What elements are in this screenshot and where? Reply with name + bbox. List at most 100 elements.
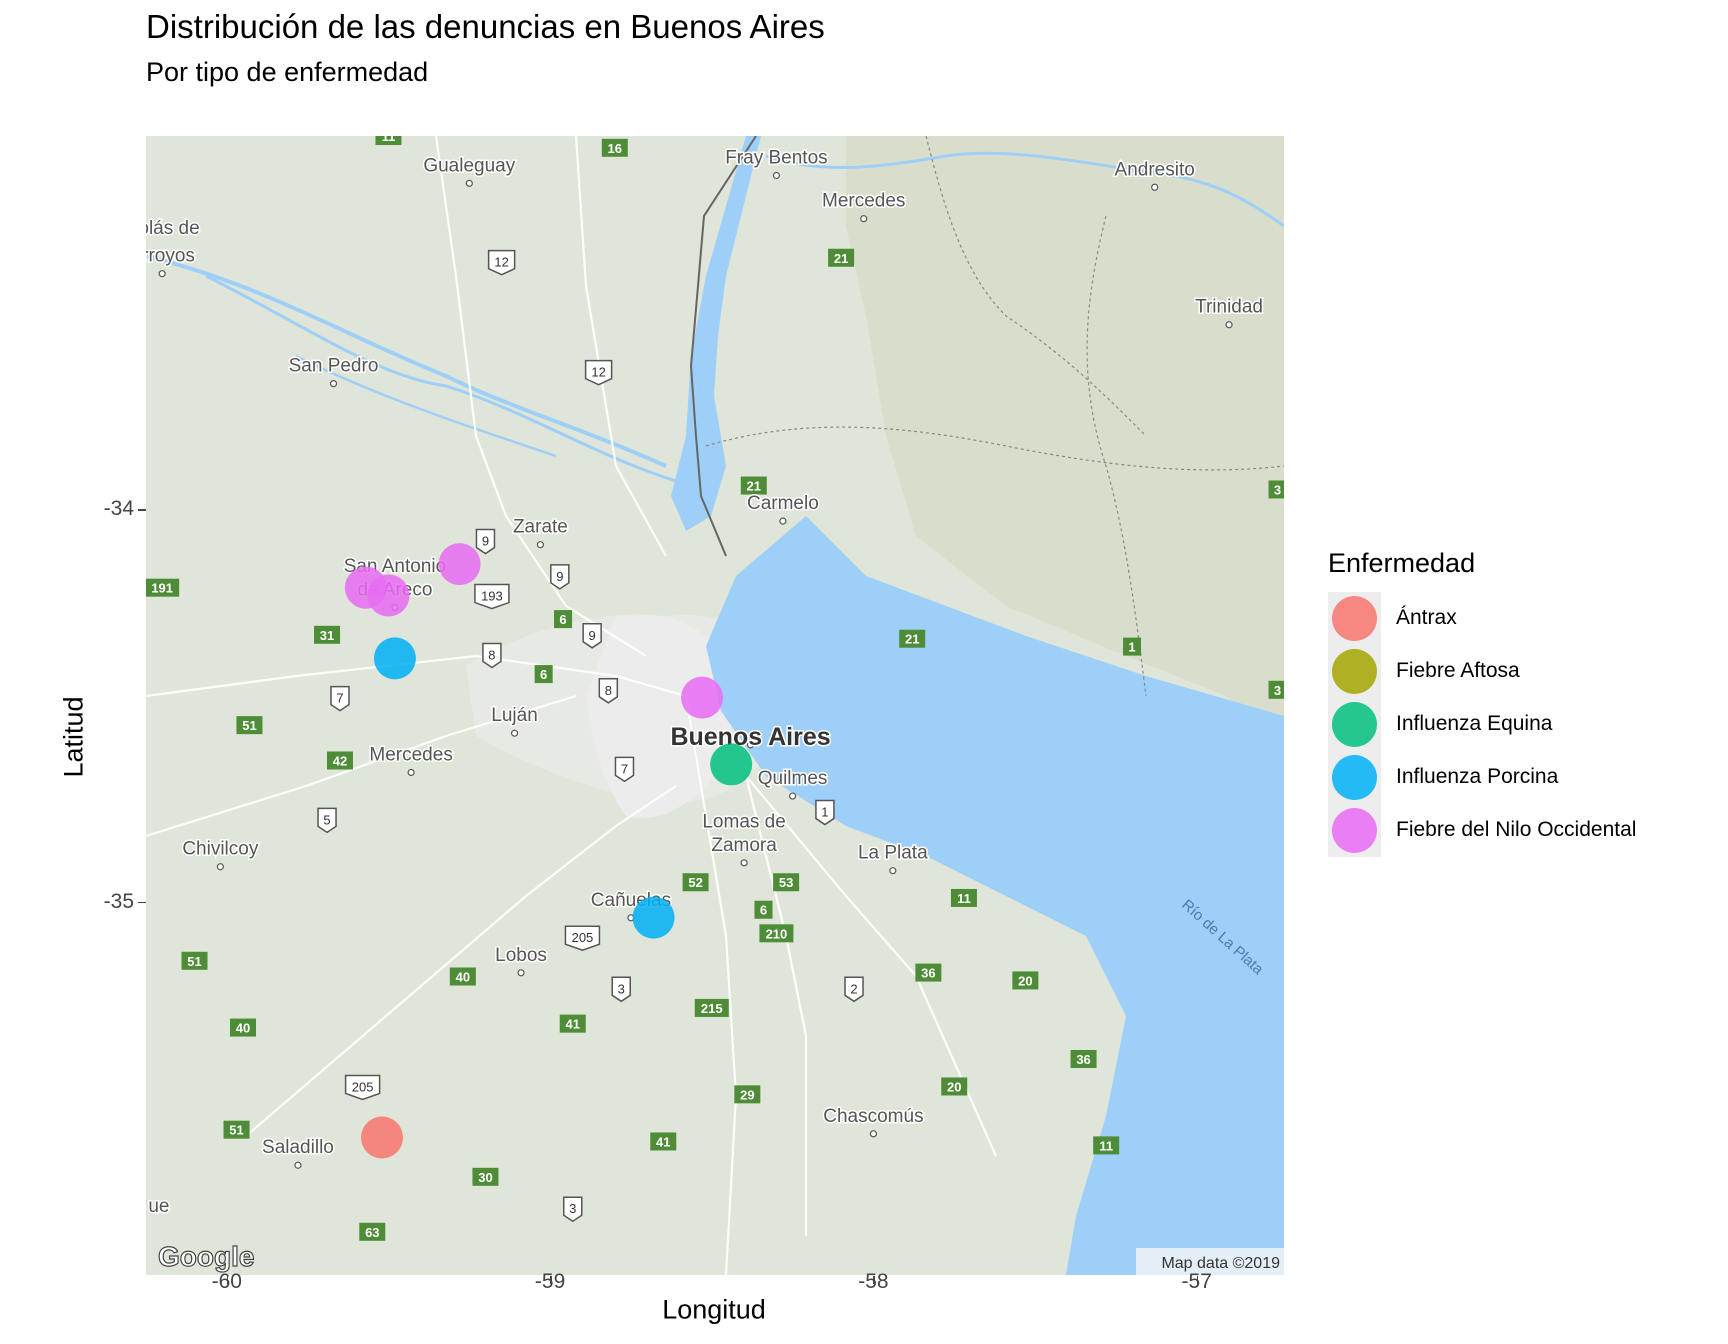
map-panel[interactable]: Río de La Plata 11 16 12 21 12 21 3 9 191 9 193 6 31… (146, 136, 1284, 1275)
place-name: icolás de (146, 218, 200, 239)
y-tick-mark (138, 509, 146, 511)
y-tick-label: -34 (103, 497, 134, 521)
legend-key (1328, 698, 1381, 751)
place-label: Zamora (710, 833, 779, 867)
data-point (710, 743, 753, 786)
route-label: 215 (701, 1001, 723, 1016)
route-marker: 40 (229, 1018, 256, 1037)
place-label: Luján (490, 704, 539, 737)
road-5 (745, 775, 998, 1157)
route-label: 6 (760, 903, 767, 918)
parana-river (146, 254, 667, 468)
route-label: 9 (556, 569, 563, 584)
x-tick-mark (1196, 1276, 1199, 1284)
route-label: 8 (488, 647, 495, 662)
route-label: 53 (779, 875, 793, 890)
legend-key (1328, 804, 1381, 857)
route-marker: 53 (773, 873, 800, 892)
place-label: Arroyos (146, 244, 196, 278)
road-3 (245, 785, 677, 1137)
route-marker: 21 (899, 629, 926, 648)
route-marker: 210 (759, 924, 794, 943)
department-border-3 (925, 136, 1147, 437)
place-label: Mercedes (368, 743, 454, 777)
route-label: 29 (740, 1087, 754, 1102)
place-name: Andresito (1115, 159, 1195, 180)
route-label: 63 (365, 1225, 379, 1240)
data-point (632, 896, 675, 939)
place-name: Luján (491, 705, 538, 726)
route-label: 3 (1274, 482, 1281, 497)
legend-key (1328, 751, 1381, 804)
place-name: Chascomús (823, 1106, 923, 1127)
route-label: 21 (905, 632, 919, 647)
legend-swatch (1332, 596, 1377, 641)
route-marker: 1 (815, 799, 835, 826)
route-marker: 11 (1093, 1136, 1120, 1155)
place-label: Chascomús (822, 1104, 925, 1138)
route-marker: 7 (614, 756, 635, 783)
place-label: Quilmes (756, 767, 829, 800)
x-tick-mark (226, 1276, 229, 1284)
uruguay-river (671, 136, 761, 531)
place-name: Saladillo (262, 1137, 334, 1158)
data-point (438, 543, 481, 586)
legend-key (1328, 645, 1381, 698)
route-label: 205 (352, 1079, 374, 1094)
route-marker: 3 (563, 1196, 583, 1223)
y-tick-label: -35 (103, 889, 134, 913)
place-name: Gualeguay (423, 155, 515, 176)
route-marker: 6 (554, 610, 573, 629)
route-label: 21 (747, 479, 761, 494)
route-label: 30 (478, 1170, 492, 1185)
attribution-bg (1136, 1248, 1284, 1275)
place-label: Andresito (1113, 158, 1196, 191)
place-name: La Plata (858, 843, 928, 864)
legend-swatch (1332, 755, 1377, 800)
place-name: Lobos (495, 945, 547, 966)
legend-swatch (1332, 702, 1377, 747)
place-name: ue (148, 1196, 169, 1217)
route-marker: 193 (474, 583, 510, 610)
attribution-text: Map data ©2019 (1161, 1255, 1280, 1272)
route-label: 52 (688, 875, 702, 890)
x-tick-mark (550, 1276, 552, 1284)
route-label: 20 (1018, 973, 1032, 988)
route-marker: 3 (611, 976, 631, 1003)
route-label: 41 (656, 1134, 670, 1149)
place-label: Carmelo (745, 492, 820, 525)
data-point (361, 1116, 404, 1159)
route-label: 12 (494, 255, 508, 270)
route-label: 6 (559, 612, 566, 627)
route-label: 21 (834, 251, 848, 266)
legend-swatch (1332, 808, 1377, 853)
route-label: 42 (333, 753, 347, 768)
parana-branch-2 (295, 354, 557, 458)
legend-swatch (1332, 649, 1377, 694)
road-4 (684, 695, 738, 1275)
place-label: San Pedro (287, 354, 380, 388)
route-marker: 11 (375, 136, 402, 145)
route-label: 16 (608, 141, 622, 156)
route-marker: 6 (534, 665, 553, 684)
route-marker: 6 (754, 900, 773, 919)
place-name: Mercedes (822, 191, 905, 212)
route-label: 7 (621, 761, 628, 776)
route-marker: 41 (650, 1132, 677, 1151)
route-label: 36 (1076, 1052, 1090, 1067)
route-marker: 2 (844, 976, 864, 1003)
route-label: 3 (569, 1201, 576, 1216)
route-label: 210 (766, 926, 788, 941)
route-label: 7 (336, 691, 343, 706)
route-marker: 9 (582, 623, 602, 649)
route-label: 2 (850, 981, 857, 996)
place-label: Chivilcoy (181, 837, 260, 871)
route-label: 205 (572, 930, 594, 945)
rio-de-la-plata (706, 516, 1284, 1275)
road-0 (434, 136, 647, 657)
route-marker: 8 (482, 642, 502, 669)
road-1 (146, 654, 687, 698)
legend-label: Ántrax (1396, 606, 1457, 629)
route-label: 11 (957, 891, 971, 906)
route-marker: 40 (449, 967, 476, 986)
